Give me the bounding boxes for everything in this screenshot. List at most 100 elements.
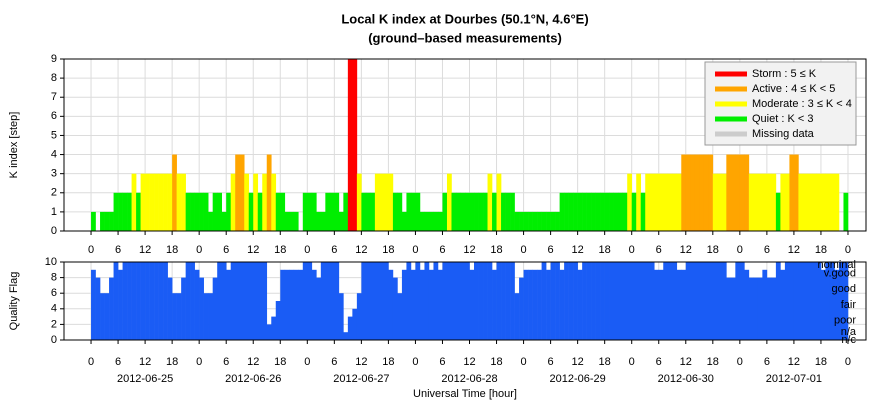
- bar: [627, 173, 633, 231]
- bar: [487, 262, 493, 340]
- bar: [573, 192, 578, 231]
- bar: [519, 211, 524, 231]
- bar: [726, 154, 732, 231]
- x-tick-label: 0: [521, 356, 527, 368]
- chart-subtitle: (ground–based measurements): [368, 30, 562, 45]
- bar: [811, 262, 817, 340]
- bar: [383, 262, 389, 340]
- bar: [595, 262, 601, 340]
- bar: [356, 293, 362, 340]
- bar: [559, 192, 565, 231]
- bar: [185, 262, 191, 340]
- x-tick-label: 0: [412, 356, 418, 368]
- bar: [392, 192, 398, 231]
- bar: [311, 269, 317, 340]
- x-tick-label: 6: [764, 244, 770, 256]
- bar: [199, 192, 204, 231]
- bar: [100, 211, 105, 231]
- bar: [622, 262, 628, 340]
- bar: [766, 173, 772, 231]
- x-tick-label: 6: [439, 356, 445, 368]
- bar: [113, 262, 119, 340]
- bar: [793, 154, 799, 231]
- bar: [681, 154, 687, 231]
- bar: [753, 173, 759, 231]
- bar: [667, 173, 673, 231]
- bar: [555, 211, 560, 231]
- bar: [541, 211, 547, 231]
- bar: [325, 192, 331, 231]
- bar: [663, 173, 669, 231]
- x-tick-label: 0: [737, 356, 743, 368]
- bar: [397, 293, 403, 340]
- bar: [442, 192, 448, 231]
- x-tick-label: 0: [737, 244, 743, 256]
- bar: [104, 211, 110, 231]
- bar: [293, 211, 299, 231]
- bar: [190, 192, 195, 231]
- bar: [118, 269, 123, 340]
- bar: [145, 262, 150, 340]
- x-tick-label: 0: [88, 356, 94, 368]
- bar: [190, 262, 195, 340]
- bar: [591, 262, 596, 340]
- bar: [546, 269, 551, 340]
- y-tick-label: 4: [51, 303, 57, 315]
- bar: [627, 262, 633, 340]
- bar: [271, 173, 277, 231]
- x-tick-label: 18: [815, 244, 827, 256]
- bar: [528, 211, 533, 231]
- bar: [807, 173, 813, 231]
- bar: [131, 173, 137, 231]
- bar: [289, 269, 295, 340]
- bar: [284, 269, 290, 340]
- bar: [622, 192, 628, 231]
- x-tick-label: 6: [331, 244, 337, 256]
- bar: [744, 269, 750, 340]
- bar: [347, 59, 353, 231]
- x-tick-label: 18: [815, 356, 827, 368]
- x-tick-label: 18: [382, 244, 394, 256]
- bar: [523, 269, 529, 340]
- x-tick-label: 0: [196, 244, 202, 256]
- bar: [613, 192, 619, 231]
- bar: [717, 262, 723, 340]
- bar: [487, 173, 493, 231]
- bar: [649, 173, 655, 231]
- bar: [167, 277, 173, 340]
- x-tick-label: 12: [139, 244, 151, 256]
- bar: [474, 192, 479, 231]
- legend-label: Active : 4 ≤ K < 5: [752, 83, 835, 95]
- x-tick-label: 12: [355, 356, 367, 368]
- flag-label: good: [832, 283, 856, 295]
- bar: [721, 262, 727, 340]
- bar: [158, 173, 164, 231]
- bar: [640, 192, 646, 231]
- bar: [753, 277, 759, 340]
- bar: [748, 173, 754, 231]
- bar: [645, 262, 651, 340]
- y-tick-label: 7: [51, 91, 57, 103]
- bar: [577, 192, 583, 231]
- date-label: 2012-06-28: [441, 373, 497, 385]
- bar: [428, 211, 434, 231]
- bar: [221, 262, 227, 340]
- bar: [136, 192, 141, 231]
- bar: [532, 269, 538, 340]
- bar: [334, 192, 340, 231]
- bar: [609, 262, 614, 340]
- bar: [685, 154, 691, 231]
- bar: [253, 173, 259, 231]
- y-tick-label: 0: [51, 334, 57, 346]
- bar: [586, 262, 592, 340]
- bar: [478, 262, 484, 340]
- bar: [275, 192, 281, 231]
- bar: [374, 262, 380, 340]
- bar: [780, 269, 786, 340]
- bar: [771, 277, 777, 340]
- bar: [352, 59, 358, 231]
- bar: [789, 262, 795, 340]
- bar: [631, 192, 637, 231]
- bar: [546, 211, 551, 231]
- bar: [217, 192, 222, 231]
